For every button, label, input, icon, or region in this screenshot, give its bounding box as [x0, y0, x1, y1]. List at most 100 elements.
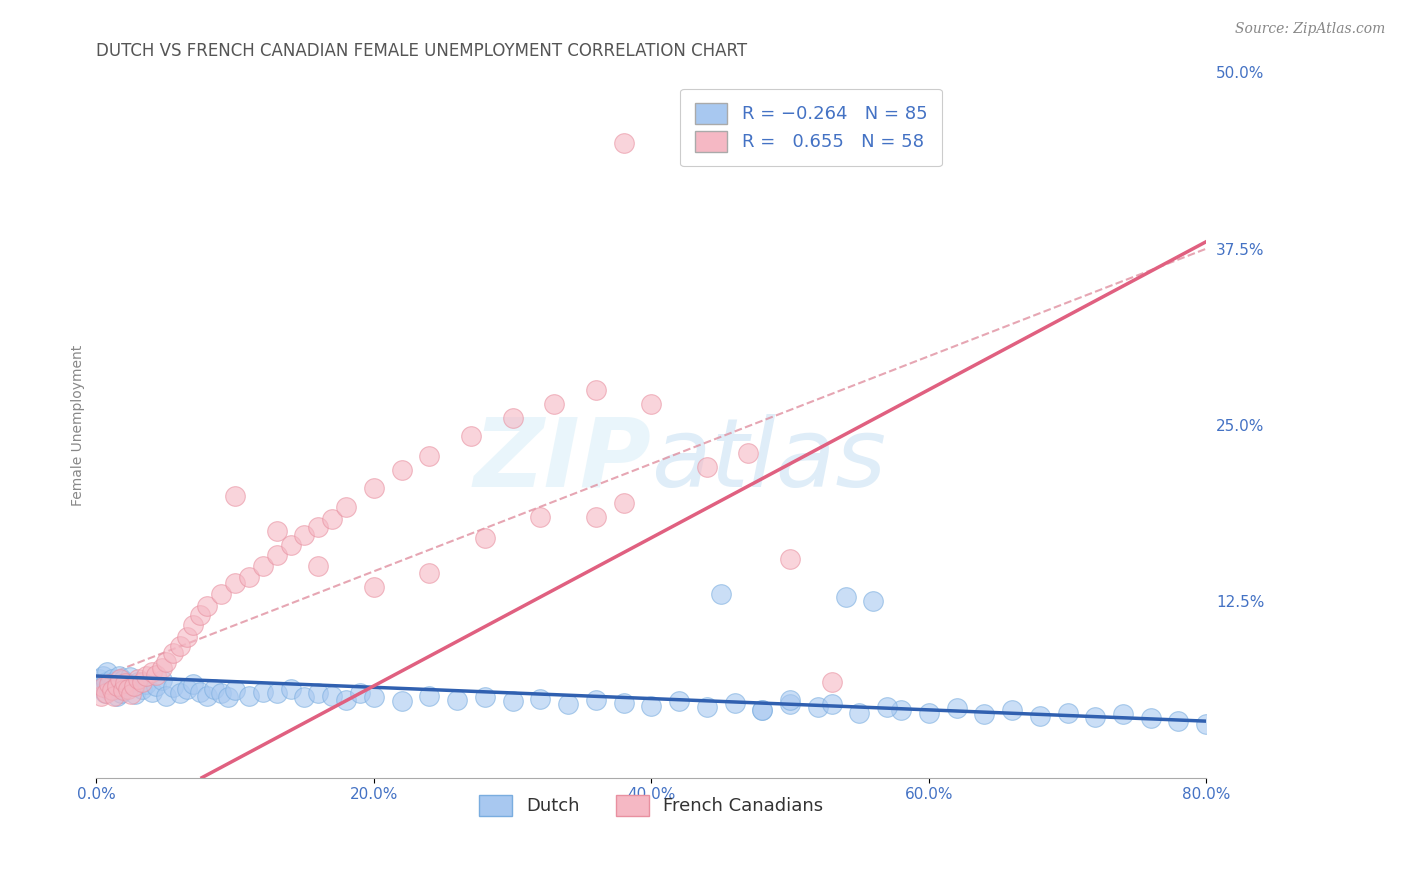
Point	[612, 696, 634, 710]
Point	[1112, 707, 1135, 722]
Point	[779, 552, 801, 566]
Point	[807, 700, 830, 714]
Point	[145, 679, 167, 693]
Point	[696, 700, 718, 714]
Point	[131, 674, 153, 689]
Point	[280, 681, 302, 696]
Point	[103, 674, 125, 689]
Point	[529, 691, 551, 706]
Point	[918, 706, 941, 720]
Point	[105, 689, 128, 703]
Point	[224, 683, 246, 698]
Point	[418, 566, 440, 580]
Point	[91, 669, 114, 683]
Point	[90, 679, 112, 693]
Point	[821, 674, 844, 689]
Point	[114, 676, 136, 690]
Text: DUTCH VS FRENCH CANADIAN FEMALE UNEMPLOYMENT CORRELATION CHART: DUTCH VS FRENCH CANADIAN FEMALE UNEMPLOY…	[97, 42, 748, 60]
Point	[474, 531, 496, 545]
Point	[418, 689, 440, 703]
Point	[91, 681, 114, 695]
Point	[363, 482, 385, 496]
Point	[107, 669, 129, 683]
Point	[238, 570, 260, 584]
Point	[155, 655, 177, 669]
Point	[612, 495, 634, 509]
Point	[183, 677, 205, 691]
Point	[195, 689, 218, 703]
Point	[122, 679, 145, 693]
Text: atlas: atlas	[651, 414, 886, 507]
Point	[93, 686, 115, 700]
Point	[307, 559, 329, 574]
Point	[557, 697, 579, 711]
Point	[121, 679, 143, 693]
Point	[294, 690, 316, 705]
Point	[97, 677, 120, 691]
Legend: Dutch, French Canadians: Dutch, French Canadians	[471, 786, 832, 825]
Point	[890, 703, 912, 717]
Point	[640, 698, 662, 713]
Point	[363, 690, 385, 705]
Point	[751, 703, 773, 717]
Point	[848, 706, 870, 720]
Point	[97, 683, 120, 698]
Point	[100, 683, 122, 698]
Point	[1056, 706, 1078, 720]
Point	[529, 509, 551, 524]
Point	[474, 690, 496, 705]
Point	[252, 559, 274, 574]
Point	[131, 681, 153, 696]
Point	[190, 684, 212, 698]
Point	[391, 694, 413, 708]
Point	[150, 673, 173, 688]
Point	[94, 686, 117, 700]
Point	[862, 594, 884, 608]
Point	[834, 590, 856, 604]
Point	[710, 587, 733, 601]
Point	[973, 707, 995, 722]
Point	[145, 667, 167, 681]
Point	[127, 674, 149, 689]
Point	[217, 690, 239, 705]
Point	[141, 684, 163, 698]
Point	[1195, 717, 1218, 731]
Point	[209, 686, 232, 700]
Point	[104, 681, 127, 695]
Point	[124, 687, 146, 701]
Point	[117, 681, 139, 696]
Point	[543, 397, 565, 411]
Point	[155, 689, 177, 703]
Point	[176, 630, 198, 644]
Point	[115, 676, 138, 690]
Point	[266, 686, 288, 700]
Point	[183, 618, 205, 632]
Point	[176, 681, 198, 696]
Point	[321, 512, 343, 526]
Point	[96, 665, 118, 679]
Point	[446, 693, 468, 707]
Point	[821, 697, 844, 711]
Point	[737, 446, 759, 460]
Point	[135, 669, 157, 683]
Point	[98, 677, 121, 691]
Point	[280, 538, 302, 552]
Point	[266, 548, 288, 562]
Point	[224, 489, 246, 503]
Point	[418, 449, 440, 463]
Point	[460, 429, 482, 443]
Point	[195, 599, 218, 613]
Point	[190, 608, 212, 623]
Point	[876, 700, 898, 714]
Point	[100, 672, 122, 686]
Point	[335, 693, 357, 707]
Point	[135, 677, 157, 691]
Point	[945, 701, 967, 715]
Point	[110, 686, 132, 700]
Point	[224, 576, 246, 591]
Point	[779, 697, 801, 711]
Point	[266, 524, 288, 538]
Point	[238, 689, 260, 703]
Point	[162, 647, 184, 661]
Point	[1001, 703, 1024, 717]
